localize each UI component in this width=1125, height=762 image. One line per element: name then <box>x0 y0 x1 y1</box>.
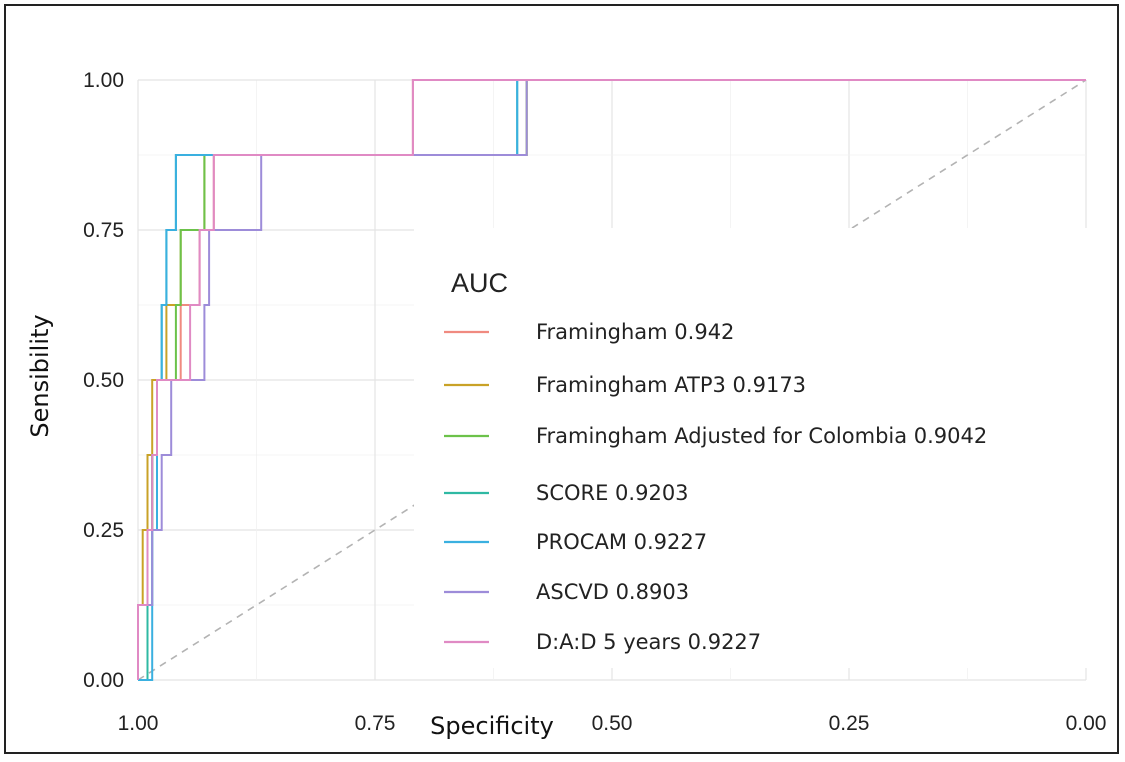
figure-frame: AUC Framingham 0.942 Framingham ATP3 0.917… <box>4 4 1119 754</box>
legend-label-2: Framingham ATP3 0.9173 <box>536 373 806 397</box>
legend-label-4: SCORE 0.9203 <box>536 481 689 505</box>
y-tick-label: 0.75 <box>83 219 124 242</box>
legend: AUC Framingham 0.942 Framingham ATP3 0.917… <box>414 228 1094 668</box>
roc-chart: AUC Framingham 0.942 Framingham ATP3 0.917… <box>26 69 1106 740</box>
x-tick-label: 0.00 <box>1066 712 1107 735</box>
y-tick-label: 1.00 <box>83 69 124 92</box>
legend-label-6: ASCVD 0.8903 <box>536 580 689 604</box>
x-tick-label: 0.50 <box>592 712 633 735</box>
x-axis-title: Specificity <box>430 712 554 740</box>
legend-label-1: Framingham 0.942 <box>536 320 734 344</box>
y-tick-label: 0.25 <box>83 519 124 542</box>
legend-title: AUC <box>451 268 508 298</box>
y-axis-title: Sensibility <box>26 314 54 437</box>
legend-label-7: D:A:D 5 years 0.9227 <box>536 630 761 654</box>
x-tick-label: 0.75 <box>355 712 396 735</box>
roc-curves <box>137 79 1086 681</box>
legend-background <box>414 228 1094 668</box>
legend-label-3: Framingham Adjusted for Colombia 0.9042 <box>536 424 987 448</box>
y-tick-label: 0.50 <box>83 369 124 392</box>
x-tick-label: 0.25 <box>829 712 870 735</box>
axes: 1.00 0.75 0.50 0.25 0.00 0.00 0.25 0.50 0.75 1.00 <box>83 69 1106 735</box>
legend-label-5: PROCAM 0.9227 <box>536 530 707 554</box>
roc-curve-series-7 <box>137 79 1086 680</box>
x-tick-label: 1.00 <box>118 712 159 735</box>
y-tick-label: 0.00 <box>83 669 124 692</box>
